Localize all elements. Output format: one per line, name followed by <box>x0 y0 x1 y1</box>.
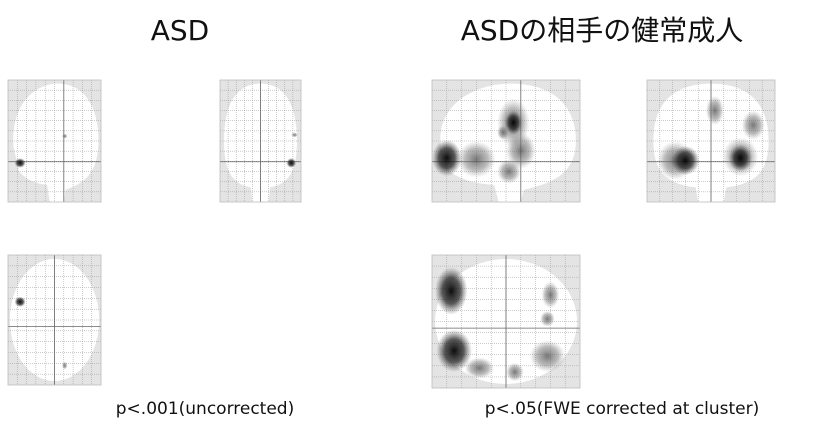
activation-blob <box>497 159 521 183</box>
activation-blob <box>671 146 699 175</box>
activation-blob <box>286 158 296 168</box>
activation-blob <box>742 111 765 140</box>
activation-blob <box>706 96 724 125</box>
glass-brain-panel <box>220 80 301 202</box>
left-title: ASD <box>151 14 210 47</box>
right-title: ASDの相手の健常成人 <box>461 14 744 47</box>
activation-blob <box>432 140 462 177</box>
activation-blob <box>15 158 26 168</box>
activation-blob <box>435 267 468 315</box>
glass-brain-panel <box>647 80 775 202</box>
activation-blob <box>542 282 560 309</box>
activation-blob <box>530 340 566 372</box>
activation-blob <box>457 141 495 178</box>
activation-blob <box>15 297 26 307</box>
page: Glass brain figure {"titles": {"left": "… <box>0 0 826 424</box>
activation-blob <box>291 132 297 137</box>
activation-blob <box>465 357 495 378</box>
right-caption: p<.05(FWE corrected at cluster) <box>485 399 760 419</box>
figure: ASD ASDの相手の健常成人 p<.001(uncorrected) p<.0… <box>0 0 826 424</box>
body: ASD ASDの相手の健常成人 p<.001(uncorrected) p<.0… <box>0 0 826 424</box>
glass-brain-panel <box>432 255 580 388</box>
activation-blob <box>729 145 752 172</box>
glass-brain-panel <box>8 255 101 385</box>
glass-brain-panel <box>432 80 580 202</box>
activation-blob <box>497 125 509 140</box>
left-caption: p<.001(uncorrected) <box>116 399 294 419</box>
activation-blob <box>506 363 524 382</box>
glass-brain-panel <box>8 80 101 202</box>
activation-blob <box>540 311 555 327</box>
activation-blob <box>62 134 68 139</box>
activation-blob <box>62 362 68 370</box>
